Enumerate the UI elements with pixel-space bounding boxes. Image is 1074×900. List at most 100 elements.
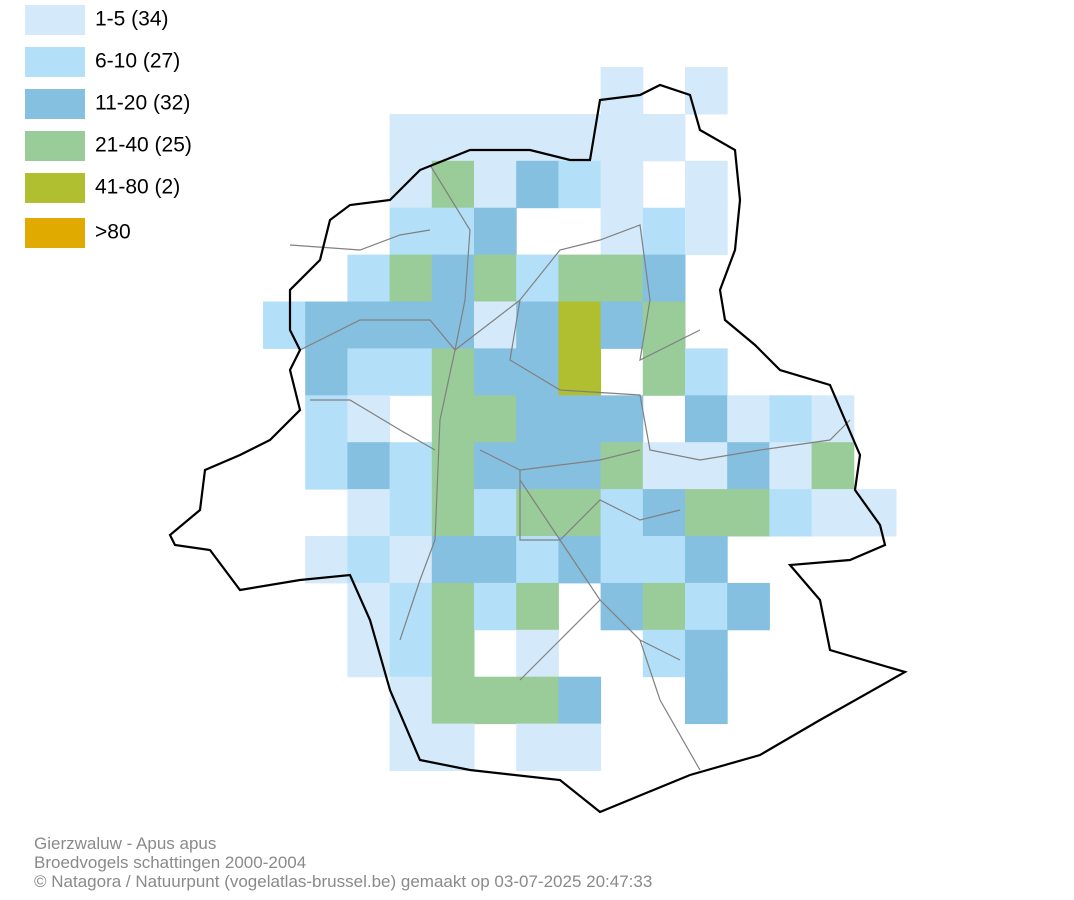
grid-cell bbox=[727, 395, 770, 443]
grid-cell bbox=[516, 629, 559, 678]
grid-cell bbox=[642, 489, 686, 537]
region-border bbox=[168, 83, 908, 814]
grid-cell bbox=[389, 301, 433, 349]
grid-cell bbox=[431, 113, 475, 162]
grid-cell bbox=[305, 301, 348, 349]
grid-cell bbox=[642, 113, 686, 162]
grid-cell bbox=[811, 489, 855, 537]
grid-cell bbox=[685, 67, 728, 115]
legend: 1-5 (34) 6-10 (27) 11-20 (32) 21-40 (25) 41-… bbox=[25, 5, 192, 248]
grid-cell bbox=[685, 582, 728, 631]
grid-cell bbox=[558, 536, 602, 584]
grid-cell bbox=[642, 442, 686, 490]
grid-cell bbox=[474, 301, 517, 349]
grid-cell bbox=[516, 582, 559, 631]
legend-swatch bbox=[25, 173, 85, 203]
grid-cell bbox=[558, 348, 602, 396]
grid-cell bbox=[474, 348, 517, 396]
legend-label: 6-10 (27) bbox=[95, 50, 180, 73]
footer-line: Gierzwaluw - Apus apus bbox=[34, 834, 216, 853]
grid-cell bbox=[685, 489, 728, 537]
grid-cell bbox=[516, 301, 559, 349]
grid-cell bbox=[642, 629, 686, 678]
grid-cell bbox=[685, 348, 728, 396]
grid-cell bbox=[305, 348, 348, 396]
grid-cells bbox=[263, 67, 897, 771]
grid-cell bbox=[347, 301, 391, 349]
grid-cell bbox=[642, 254, 686, 302]
grid-cell bbox=[685, 395, 728, 443]
grid-cell bbox=[389, 113, 433, 162]
grid-cell bbox=[474, 395, 517, 443]
grid-cell bbox=[474, 113, 517, 162]
grid-cell bbox=[389, 629, 433, 678]
legend-swatch bbox=[25, 131, 85, 161]
grid-cell bbox=[431, 395, 475, 443]
grid-cell bbox=[347, 489, 391, 537]
grid-cell bbox=[600, 489, 644, 537]
grid-cell bbox=[474, 160, 517, 209]
grid-cell bbox=[600, 442, 644, 490]
grid-cell bbox=[347, 536, 391, 584]
grid-cell bbox=[642, 582, 686, 631]
grid-cell bbox=[811, 442, 855, 490]
grid-cell bbox=[685, 207, 728, 256]
grid-cell bbox=[642, 207, 686, 256]
grid-cell bbox=[431, 207, 475, 256]
grid-cell bbox=[558, 395, 602, 443]
grid-cell bbox=[347, 254, 391, 302]
grid-cell bbox=[474, 489, 517, 537]
grid-cell bbox=[685, 676, 728, 725]
grid-cell bbox=[516, 160, 559, 209]
grid-cell bbox=[474, 536, 517, 584]
grid-cell bbox=[727, 489, 770, 537]
grid-cell bbox=[685, 629, 728, 678]
municipality-borders bbox=[289, 164, 851, 771]
grid-cell bbox=[600, 395, 644, 443]
legend-swatch bbox=[25, 89, 85, 119]
grid-cell bbox=[600, 536, 644, 584]
grid-cell bbox=[558, 723, 602, 771]
grid-cell bbox=[389, 207, 433, 256]
grid-cell bbox=[431, 536, 475, 584]
grid-cell bbox=[516, 395, 559, 443]
grid-cell bbox=[600, 254, 644, 302]
legend-label: >80 bbox=[95, 221, 131, 244]
grid-cell bbox=[431, 629, 475, 678]
grid-cell bbox=[600, 301, 644, 349]
grid-cell bbox=[389, 723, 433, 771]
grid-cell bbox=[600, 113, 644, 162]
grid-cell bbox=[642, 301, 686, 349]
footer-line: Broedvogels schattingen 2000-2004 bbox=[34, 853, 306, 872]
grid-cell bbox=[811, 395, 855, 443]
grid-cell bbox=[389, 676, 433, 725]
grid-cell bbox=[685, 536, 728, 584]
grid-cell bbox=[474, 582, 517, 631]
legend-swatch bbox=[25, 47, 85, 77]
grid-cell bbox=[347, 348, 391, 396]
grid-cell bbox=[558, 254, 602, 302]
grid-cell bbox=[516, 348, 559, 396]
grid-cell bbox=[431, 582, 475, 631]
legend-swatch bbox=[25, 5, 85, 35]
grid-cell bbox=[558, 489, 602, 537]
legend-label: 21-40 (25) bbox=[95, 134, 192, 157]
grid-cell bbox=[516, 113, 559, 162]
grid-cell bbox=[347, 442, 391, 490]
grid-cell bbox=[558, 301, 602, 349]
grid-cell bbox=[558, 160, 602, 209]
grid-cell bbox=[642, 536, 686, 584]
grid-cell bbox=[474, 442, 517, 490]
grid-cell bbox=[769, 395, 813, 443]
legend-label: 41-80 (2) bbox=[95, 176, 180, 199]
grid-cell bbox=[389, 254, 433, 302]
grid-cell bbox=[474, 676, 517, 725]
grid-cell bbox=[769, 442, 813, 490]
grid-cell bbox=[642, 348, 686, 396]
grid-cell bbox=[474, 254, 517, 302]
grid-cell bbox=[685, 160, 728, 209]
grid-cell bbox=[727, 582, 770, 631]
grid-cell bbox=[263, 301, 306, 349]
